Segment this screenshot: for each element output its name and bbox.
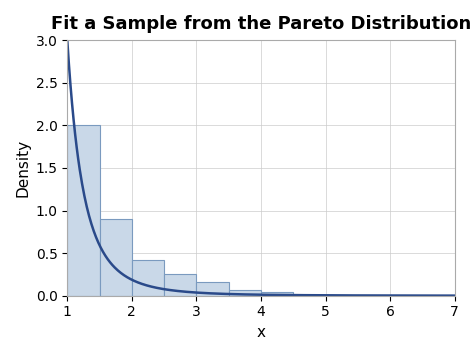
Y-axis label: Density: Density: [15, 139, 30, 197]
Bar: [132, 260, 164, 296]
Bar: [164, 274, 196, 296]
Bar: [261, 292, 293, 296]
Bar: [67, 125, 100, 296]
Title: Fit a Sample from the Pareto Distribution: Fit a Sample from the Pareto Distributio…: [51, 15, 471, 33]
Bar: [196, 282, 228, 296]
X-axis label: x: x: [256, 325, 265, 340]
Bar: [100, 219, 132, 296]
Bar: [228, 290, 261, 296]
